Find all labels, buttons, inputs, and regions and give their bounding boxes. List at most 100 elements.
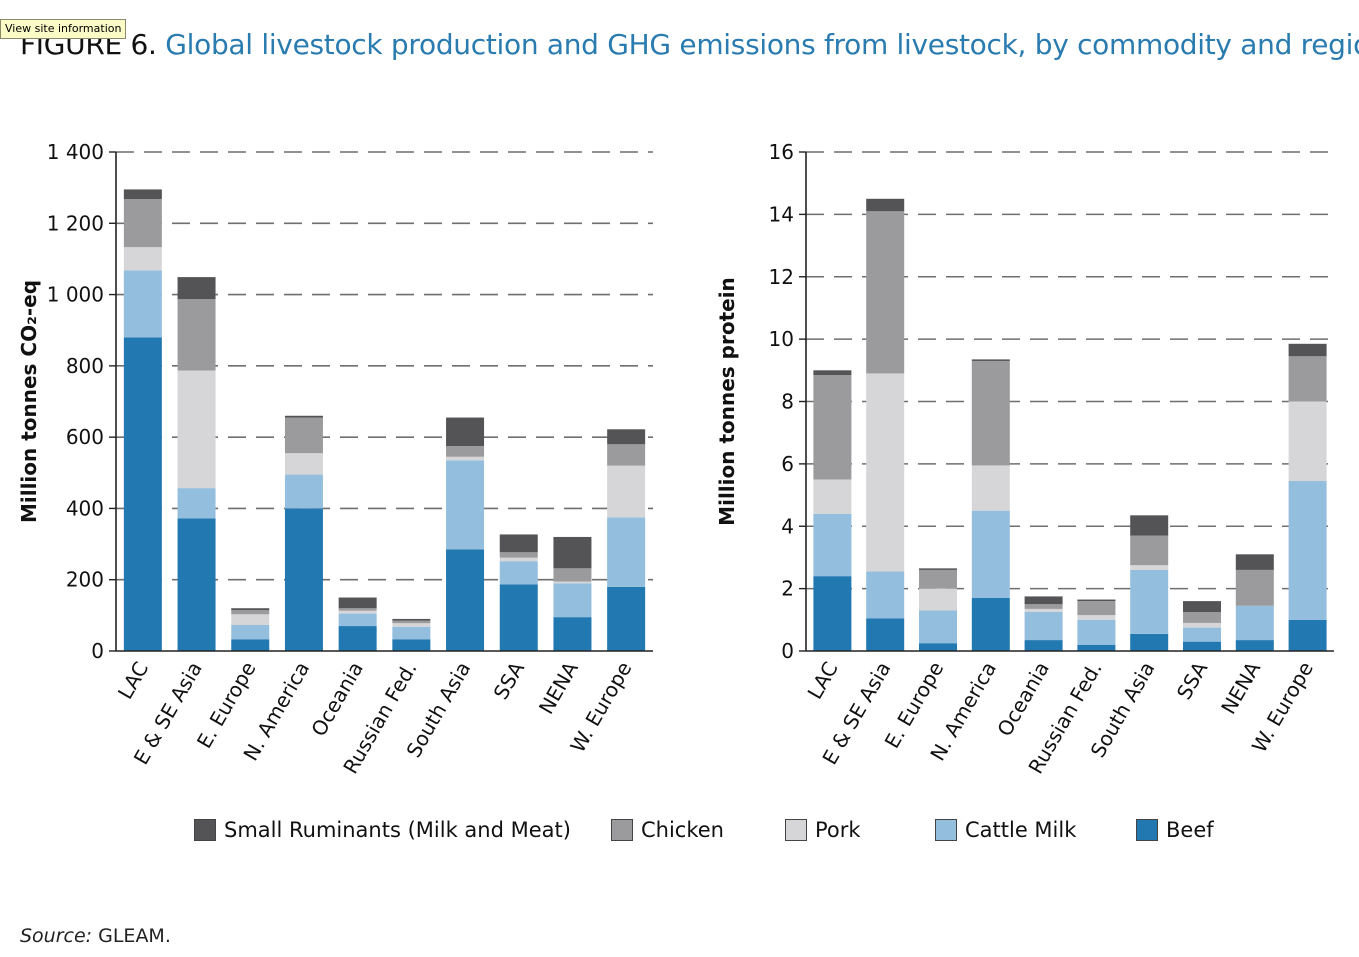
emissions-bar-russian-fed-small-ruminants-milk-and-meat bbox=[392, 618, 431, 621]
emissions-bar-n-america-pork bbox=[284, 453, 323, 475]
emissions-bar-e-se-asia-small-ruminants-milk-and-meat bbox=[177, 277, 216, 300]
emissions-y-tick-label: 1 400 bbox=[47, 140, 104, 164]
protein-bar-russian-fed-beef bbox=[1077, 644, 1116, 651]
emissions-bar-ssa-chicken bbox=[499, 552, 538, 558]
emissions-bar-nena-pork bbox=[553, 581, 592, 584]
protein-bar-e-europe-chicken bbox=[919, 569, 957, 589]
emissions-bar-oceania-chicken bbox=[338, 608, 377, 611]
emissions-y-tick-label: 1 000 bbox=[47, 283, 104, 307]
emissions-bar-e-se-asia-pork bbox=[177, 370, 216, 489]
protein-bar-ssa-small-ruminants-milk-and-meat bbox=[1183, 601, 1221, 613]
emissions-y-axis-title: Million tonnes CO₂-eq bbox=[17, 280, 41, 523]
emissions-bar-ssa-beef bbox=[499, 584, 538, 651]
emissions-bar-w-europe-beef bbox=[607, 586, 646, 651]
protein-bar-nena-beef bbox=[1235, 640, 1274, 651]
protein-bar-nena-cattle-milk bbox=[1235, 605, 1274, 641]
emissions-bar-russian-fed-chicken bbox=[392, 620, 431, 624]
emissions-chart: 0 200 400 600 800 1 000 1 200 1 400 Million tonn… bbox=[17, 140, 653, 778]
emissions-bar-w-europe-small-ruminants-milk-and-meat bbox=[607, 429, 646, 445]
site-info-tooltip: View site information bbox=[0, 19, 127, 39]
source-key: Source: bbox=[20, 925, 93, 947]
emissions-bar-lac-beef bbox=[123, 337, 162, 651]
protein-x-tick-label: LAC bbox=[802, 658, 842, 704]
legend-item-cattle-milk: Cattle Milk bbox=[935, 818, 1076, 842]
source-note: Source: GLEAM. bbox=[20, 925, 171, 947]
protein-x-tick-label: SSA bbox=[1172, 657, 1213, 703]
emissions-bar-ssa-pork bbox=[499, 557, 538, 562]
protein-bar-oceania-beef bbox=[1024, 640, 1063, 651]
emissions-bar-russian-fed-beef bbox=[392, 639, 431, 651]
protein-y-tick-label: 12 bbox=[769, 265, 794, 289]
protein-bar-w-europe-cattle-milk bbox=[1288, 481, 1327, 620]
emissions-bar-w-europe-cattle-milk bbox=[607, 517, 646, 587]
legend-label-beef: Beef bbox=[1166, 818, 1214, 842]
protein-bar-e-europe-pork bbox=[919, 588, 957, 611]
figure-title-text: Global livestock production and GHG emis… bbox=[165, 28, 1359, 61]
protein-bar-russian-fed-small-ruminants-milk-and-meat bbox=[1077, 599, 1116, 602]
legend-item-small-ruminants: Small Ruminants (Milk and Meat) bbox=[194, 818, 571, 842]
emissions-bar-south-asia-pork bbox=[446, 456, 485, 461]
protein-bar-n-america-cattle-milk bbox=[971, 510, 1010, 598]
emissions-bar-n-america-cattle-milk bbox=[284, 474, 323, 509]
emissions-bar-lac-chicken bbox=[123, 199, 162, 248]
legend-item-pork: Pork bbox=[785, 818, 861, 842]
emissions-x-tick-label: NENA bbox=[534, 657, 583, 718]
protein-bar-ssa-cattle-milk bbox=[1183, 627, 1221, 642]
protein-bar-ssa-chicken bbox=[1183, 612, 1221, 623]
legend-swatch-beef bbox=[1136, 819, 1158, 841]
emissions-bar-n-america-small-ruminants-milk-and-meat bbox=[284, 415, 323, 418]
protein-y-tick-label: 0 bbox=[781, 639, 794, 663]
protein-bar-ssa-pork bbox=[1183, 622, 1221, 628]
protein-bar-russian-fed-chicken bbox=[1077, 601, 1116, 616]
protein-bar-oceania-cattle-milk bbox=[1024, 612, 1063, 641]
protein-bar-south-asia-cattle-milk bbox=[1130, 569, 1169, 634]
protein-y-tick-label: 14 bbox=[769, 202, 794, 226]
protein-y-tick-label: 4 bbox=[781, 514, 794, 538]
emissions-bar-n-america-beef bbox=[284, 508, 323, 651]
protein-bar-south-asia-chicken bbox=[1130, 535, 1169, 566]
emissions-x-tick-label: LAC bbox=[113, 658, 153, 704]
emissions-bar-ssa-cattle-milk bbox=[499, 561, 538, 585]
emissions-bar-oceania-small-ruminants-milk-and-meat bbox=[338, 597, 377, 609]
protein-bar-lac-pork bbox=[813, 479, 852, 514]
emissions-bar-e-se-asia-beef bbox=[177, 518, 216, 651]
legend-swatch-cattle-milk bbox=[935, 819, 957, 841]
legend-label-chicken: Chicken bbox=[641, 818, 724, 842]
emissions-y-tick-label: 800 bbox=[66, 354, 104, 378]
protein-bar-russian-fed-cattle-milk bbox=[1077, 619, 1116, 645]
protein-bar-e-europe-small-ruminants-milk-and-meat bbox=[919, 568, 957, 570]
emissions-bar-south-asia-beef bbox=[446, 549, 485, 651]
emissions-bar-ssa-small-ruminants-milk-and-meat bbox=[499, 534, 538, 553]
protein-bar-russian-fed-pork bbox=[1077, 615, 1116, 620]
emissions-bar-e-europe-pork bbox=[231, 614, 270, 625]
emissions-x-tick-label: SSA bbox=[489, 657, 530, 703]
emissions-y-tick-label: 400 bbox=[66, 496, 104, 520]
protein-x-tick-label: NENA bbox=[1216, 657, 1265, 718]
protein-y-axis-title: Million tonnes protein bbox=[715, 277, 739, 526]
protein-bar-lac-beef bbox=[813, 576, 852, 651]
emissions-bar-n-america-chicken bbox=[284, 417, 323, 454]
protein-bar-n-america-small-ruminants-milk-and-meat bbox=[971, 359, 1010, 361]
protein-bar-e-se-asia-pork bbox=[866, 373, 905, 572]
emissions-bar-e-europe-cattle-milk bbox=[231, 624, 270, 640]
protein-bar-oceania-pork bbox=[1024, 608, 1063, 613]
emissions-bar-lac-small-ruminants-milk-and-meat bbox=[123, 189, 162, 200]
legend-label-small-ruminants: Small Ruminants (Milk and Meat) bbox=[224, 818, 571, 842]
emissions-x-tick-label: Oceania bbox=[306, 658, 368, 741]
protein-bar-e-europe-beef bbox=[919, 643, 957, 651]
figure-title: FIGURE 6. Global livestock production an… bbox=[20, 28, 1359, 61]
protein-bar-south-asia-pork bbox=[1130, 565, 1169, 570]
protein-bar-lac-small-ruminants-milk-and-meat bbox=[813, 370, 852, 375]
legend-label-cattle-milk: Cattle Milk bbox=[965, 818, 1077, 842]
emissions-bar-russian-fed-pork bbox=[392, 623, 431, 627]
protein-bar-n-america-chicken bbox=[971, 360, 1010, 466]
legend-item-chicken: Chicken bbox=[611, 818, 724, 842]
emissions-bar-oceania-beef bbox=[338, 626, 377, 651]
protein-bar-e-se-asia-small-ruminants-milk-and-meat bbox=[866, 198, 905, 212]
protein-bar-n-america-pork bbox=[971, 465, 1010, 511]
protein-y-tick-label: 8 bbox=[781, 390, 794, 414]
emissions-bar-nena-cattle-milk bbox=[553, 583, 592, 618]
source-value: GLEAM. bbox=[98, 925, 171, 947]
protein-y-tick-label: 10 bbox=[769, 327, 794, 351]
